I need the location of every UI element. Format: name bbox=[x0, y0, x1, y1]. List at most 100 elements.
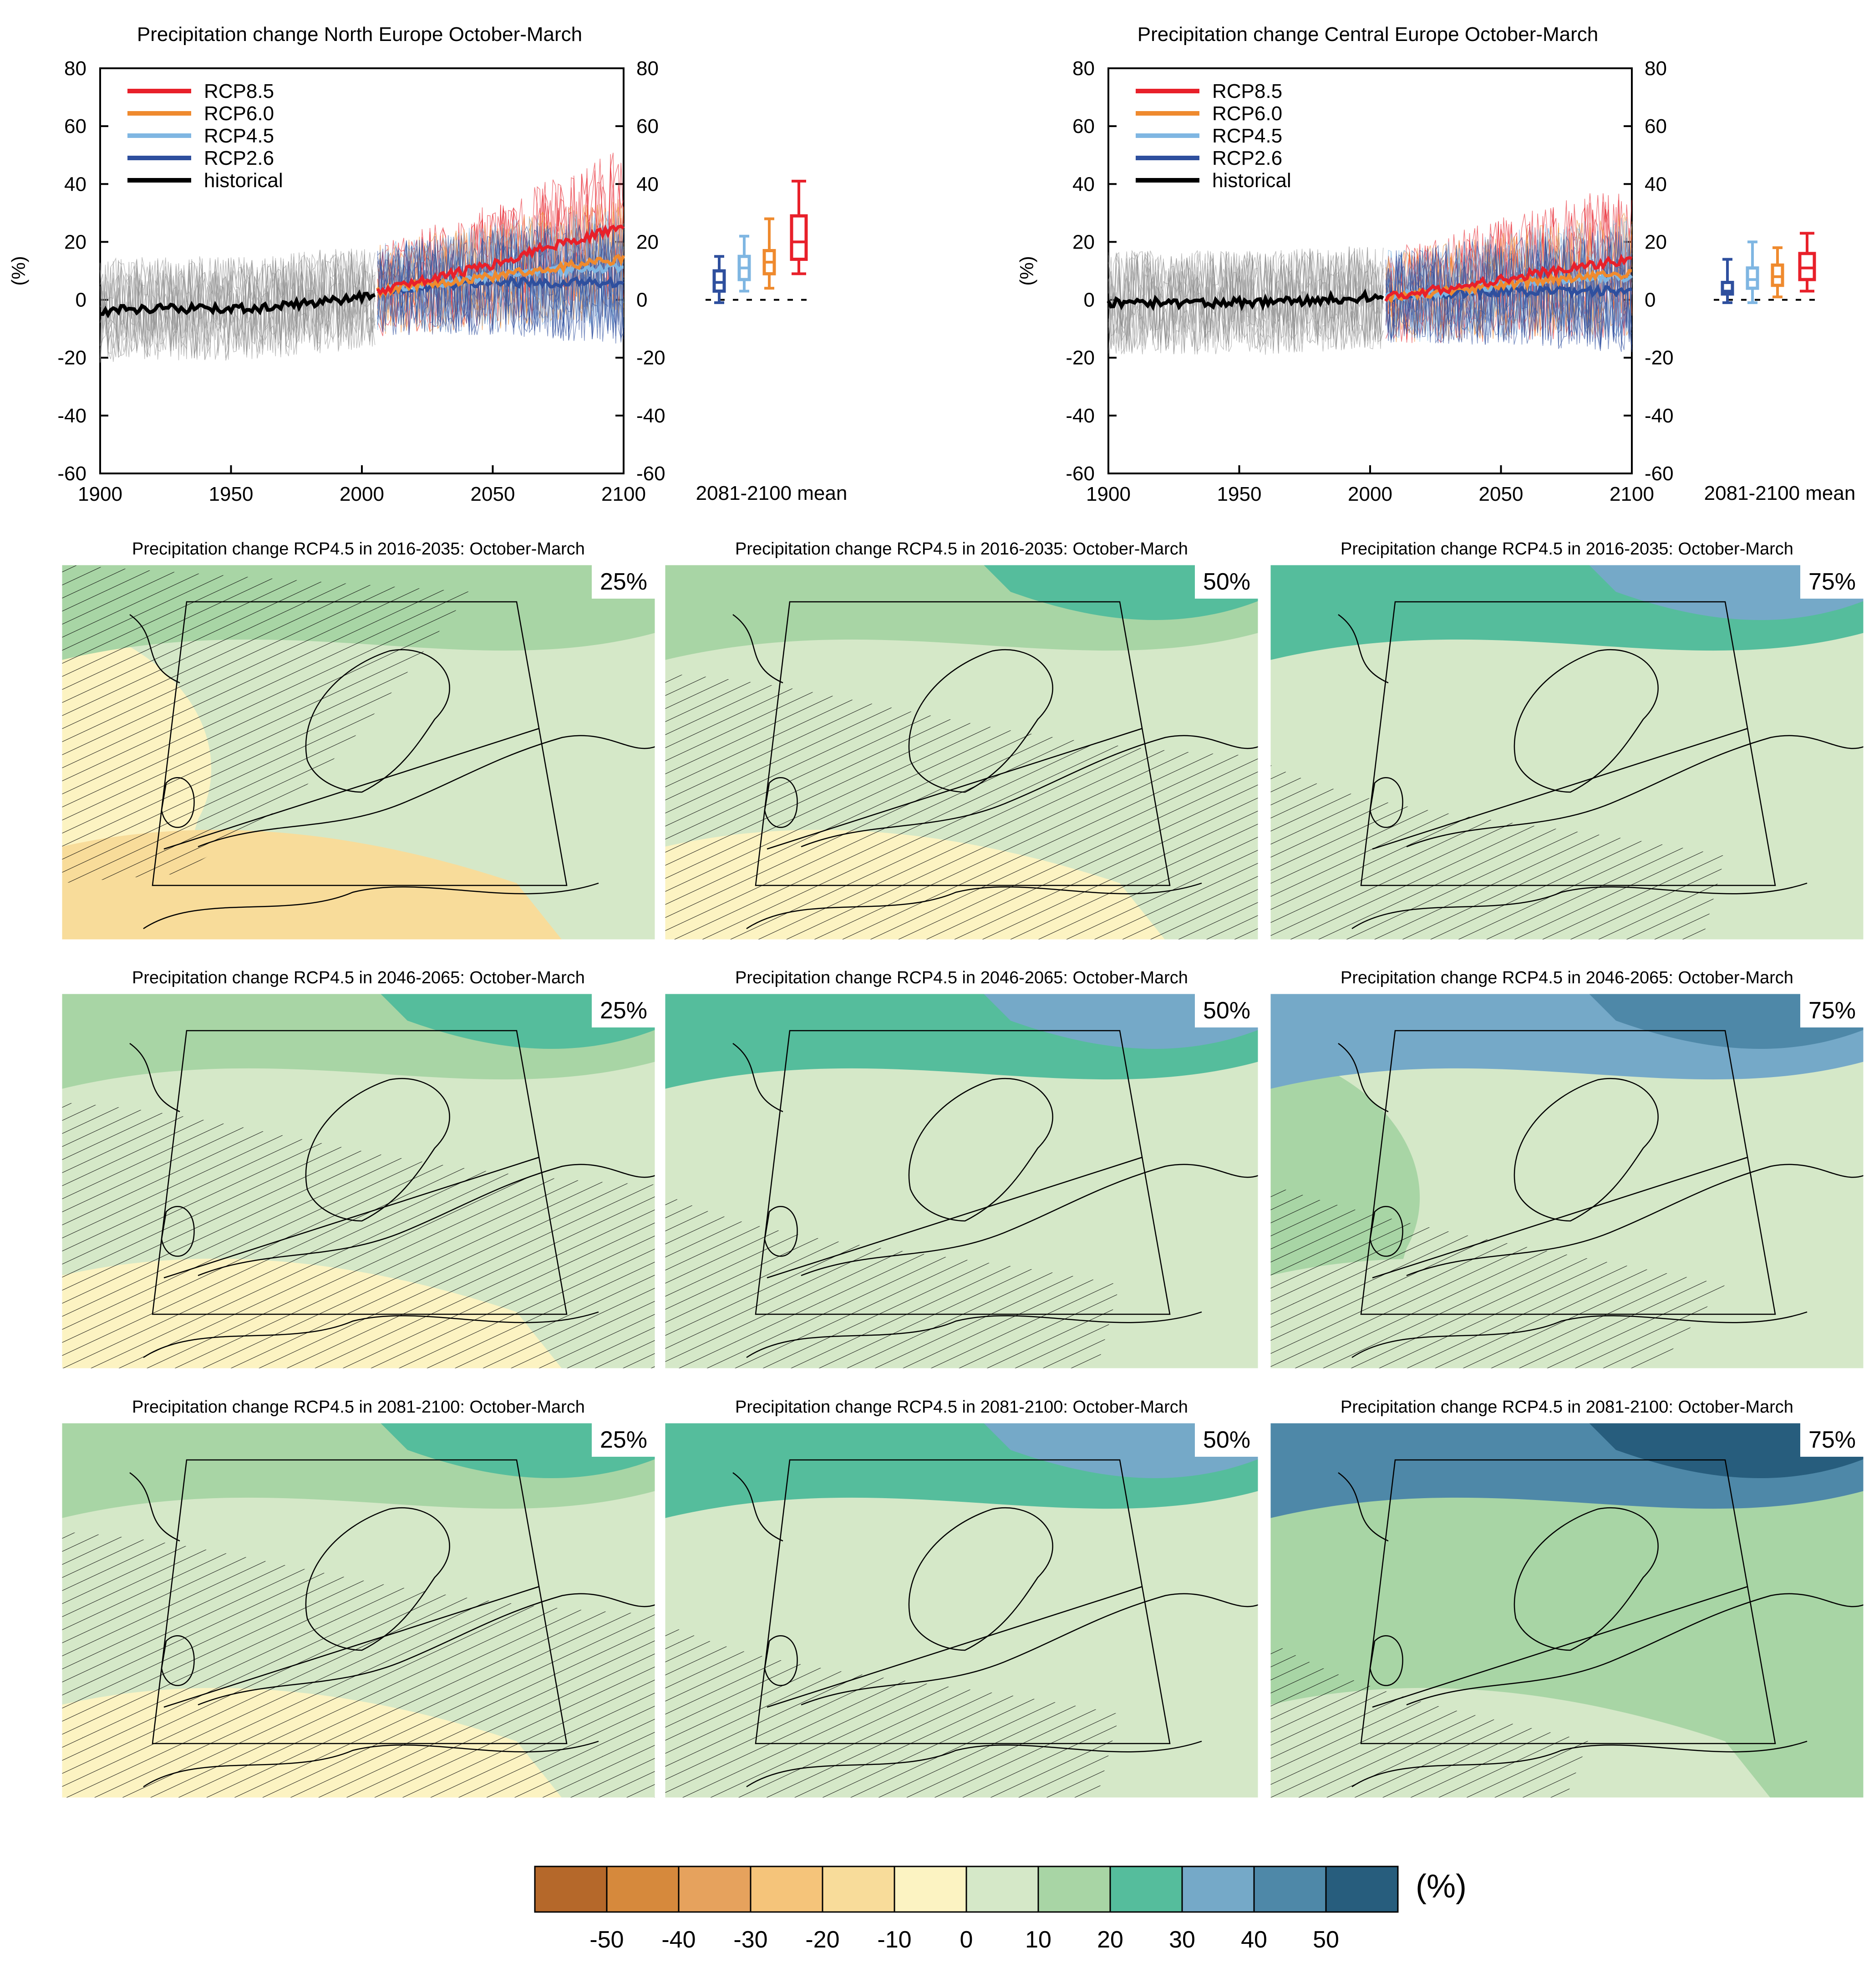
map-panel: Precipitation change RCP4.5 in 2046-2065… bbox=[664, 968, 1259, 1370]
hatching bbox=[1270, 1641, 1589, 1798]
map-panel: Precipitation change RCP4.5 in 2046-2065… bbox=[1269, 968, 1865, 1370]
colorbar-tick-label: 0 bbox=[960, 1927, 973, 1953]
y-tick-label: 60 bbox=[1072, 115, 1095, 137]
plot-area bbox=[1107, 193, 1633, 355]
y-tick-label: 60 bbox=[64, 115, 86, 137]
y-tick-label-right: 60 bbox=[636, 115, 659, 137]
percentile-badge-bg bbox=[592, 993, 655, 1027]
percentile-badge: 75% bbox=[1808, 997, 1856, 1024]
region-box bbox=[1360, 601, 1776, 886]
region-northeast bbox=[983, 564, 1259, 620]
y-tick-label-right: 80 bbox=[1645, 57, 1667, 80]
box-body bbox=[1746, 266, 1759, 290]
y-tick-label: 20 bbox=[1072, 231, 1095, 253]
legend-label: RCP4.5 bbox=[1212, 125, 1282, 147]
y-tick-label-right: -40 bbox=[636, 405, 665, 427]
percentile-badge: 50% bbox=[1203, 997, 1250, 1024]
timeseries-central-europe: Precipitation change Central Europe Octo… bbox=[1016, 23, 1855, 505]
y-tick-label: 80 bbox=[1072, 57, 1095, 80]
percentile-badge-bg bbox=[1195, 564, 1259, 599]
y-tick-label-right: 40 bbox=[636, 173, 659, 195]
map-title: Precipitation change RCP4.5 in 2046-2065… bbox=[1341, 968, 1793, 987]
legend-label: historical bbox=[1212, 169, 1291, 192]
side-label: 2081-2100 mean bbox=[1704, 482, 1856, 504]
percentile-badge-bg bbox=[1800, 1423, 1864, 1457]
colorbar-tick-label: 30 bbox=[1169, 1927, 1195, 1953]
map-border bbox=[61, 564, 656, 941]
map-border bbox=[664, 564, 1259, 941]
colorbar-cell bbox=[534, 1866, 608, 1913]
colorbar: -50 -40 -30 -20 -10 0 10 20 30 40 50 bbox=[534, 1866, 1399, 1953]
colorbar-tick-label: -20 bbox=[805, 1927, 839, 1953]
ts-title: Precipitation change North Europe Octobe… bbox=[137, 23, 582, 46]
region-northeast bbox=[1589, 564, 1864, 620]
historical-member bbox=[100, 250, 376, 358]
boxplots bbox=[706, 179, 815, 304]
colorbar-cell bbox=[1181, 1866, 1255, 1913]
y-tick-label-right: 20 bbox=[636, 231, 659, 253]
map-grid: Precipitation change RCP4.5 in 2016-2035… bbox=[61, 539, 1865, 1799]
legend-label: historical bbox=[204, 169, 283, 192]
hatching bbox=[61, 564, 471, 883]
map-panel: Precipitation change RCP4.5 in 2081-2100… bbox=[1269, 1398, 1865, 1799]
legend-label: RCP6.0 bbox=[204, 102, 274, 125]
x-tick-label: 2000 bbox=[340, 483, 384, 505]
mean-line bbox=[376, 254, 625, 299]
coastline-continent bbox=[198, 735, 655, 848]
map-body bbox=[665, 1423, 1259, 1798]
coastline-mediterranean bbox=[143, 882, 599, 930]
y-tick-label: 80 bbox=[64, 57, 86, 80]
region-northeast bbox=[983, 1423, 1259, 1479]
region-northeast bbox=[380, 1423, 655, 1479]
y-tick-label: -60 bbox=[57, 463, 86, 485]
map-border bbox=[664, 1422, 1259, 1799]
hatching bbox=[61, 1532, 655, 1798]
x-tick-label: 2100 bbox=[601, 483, 646, 505]
hatching bbox=[665, 1623, 1120, 1798]
y-tick-label-right: 80 bbox=[636, 57, 659, 80]
hatching bbox=[1270, 1185, 1725, 1369]
map-body bbox=[61, 1423, 655, 1798]
colorbar-tick-label: 10 bbox=[1025, 1927, 1051, 1953]
y-tick-label: -40 bbox=[57, 405, 86, 427]
historical-member bbox=[100, 256, 376, 359]
coastline-british-isles bbox=[1369, 1635, 1403, 1686]
hatching bbox=[665, 1194, 1120, 1369]
coastline-scandinavia bbox=[908, 1078, 1053, 1222]
x-tick-label: 1950 bbox=[1217, 483, 1262, 505]
region-box bbox=[755, 1459, 1171, 1744]
map-panel: Precipitation change RCP4.5 in 2016-2035… bbox=[61, 539, 656, 941]
percentile-badge: 50% bbox=[1203, 1427, 1250, 1453]
hatching bbox=[1270, 765, 1725, 940]
colorbar-tick-label: 40 bbox=[1241, 1927, 1267, 1953]
map-panel: Precipitation change RCP4.5 in 2016-2035… bbox=[1269, 539, 1865, 941]
map-border bbox=[664, 992, 1259, 1370]
y-tick-label-right: 60 bbox=[1645, 115, 1667, 137]
map-body bbox=[665, 993, 1259, 1369]
historical-member bbox=[1108, 247, 1384, 351]
map-panel: Precipitation change RCP4.5 in 2046-2065… bbox=[61, 968, 656, 1370]
colorbar-tick-label: -30 bbox=[733, 1927, 767, 1953]
colorbar-cell bbox=[750, 1866, 823, 1913]
ts-title: Precipitation change Central Europe Octo… bbox=[1138, 23, 1599, 46]
coastline bbox=[1338, 1042, 1389, 1113]
timeseries-north-europe: Precipitation change North Europe Octobe… bbox=[8, 23, 847, 505]
legend-label: RCP2.6 bbox=[1212, 147, 1282, 169]
colorbar-cell bbox=[1325, 1866, 1399, 1913]
percentile-badge: 75% bbox=[1808, 1427, 1856, 1453]
historical-member bbox=[1108, 246, 1384, 351]
x-tick-label: 2000 bbox=[1348, 483, 1392, 505]
map-title: Precipitation change RCP4.5 in 2046-2065… bbox=[735, 968, 1188, 987]
ensemble-member bbox=[377, 222, 624, 341]
percentile-badge: 25% bbox=[600, 1427, 647, 1453]
coastline-scandinavia bbox=[908, 1507, 1053, 1651]
map-body bbox=[1270, 993, 1864, 1369]
x-tick-label: 1900 bbox=[78, 483, 122, 505]
y-tick-label-right: 0 bbox=[636, 289, 647, 311]
x-tick-label: 2050 bbox=[471, 483, 515, 505]
colorbar-cell bbox=[822, 1866, 895, 1913]
y-tick-label: 40 bbox=[64, 173, 86, 195]
coastline bbox=[732, 1042, 783, 1113]
